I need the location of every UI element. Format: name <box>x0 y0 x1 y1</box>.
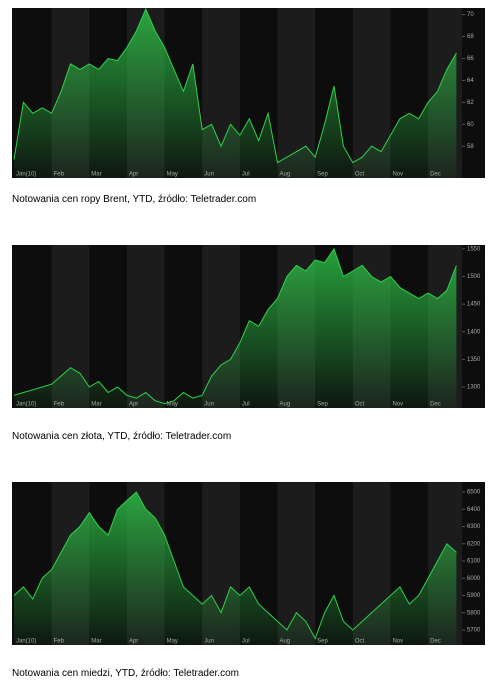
y-tick-label: 1450 <box>467 302 481 308</box>
area <box>14 492 457 645</box>
caption: Notowania cen miedzi, YTD, źródło: Telet… <box>12 668 239 679</box>
y-tick-label: 1350 <box>467 357 481 363</box>
y-tick-label: 60 <box>467 122 474 128</box>
month-band <box>126 245 165 408</box>
y-tick-label: 58 <box>467 144 474 150</box>
chart: Jan(10)FebMarAprMayJunJulAugSepOctNovDec… <box>12 482 485 645</box>
y-tick-label: 64 <box>467 78 474 84</box>
chart: Jan(10)FebMarAprMayJunJulAugSepOctNovDec… <box>12 8 485 178</box>
y-tick-label: 6300 <box>467 524 481 530</box>
line <box>13 491 457 640</box>
y-tick-label: 6500 <box>467 490 481 496</box>
y-tick-label: 70 <box>467 12 474 18</box>
caption: Notowania cen złota, YTD, źródło: Teletr… <box>12 431 232 442</box>
area <box>14 248 457 408</box>
line <box>13 247 457 405</box>
y-tick-label: 1300 <box>467 385 481 391</box>
y-tick-label: 66 <box>467 56 474 62</box>
y-tick-label: 1550 <box>467 246 481 252</box>
y-tick-label: 1500 <box>467 274 481 280</box>
y-tick-label: 5700 <box>467 628 481 634</box>
y-tick-label: 6200 <box>467 541 481 547</box>
y-tick-label: 5900 <box>467 593 481 599</box>
y-tick-label: 5800 <box>467 610 481 616</box>
y-tick-label: 62 <box>467 100 474 106</box>
caption: Notowania cen ropy Brent, YTD, źródło: T… <box>12 194 257 205</box>
line <box>13 8 457 164</box>
y-tick-label: 1400 <box>467 329 481 335</box>
chart: Jan(10)FebMarAprMayJunJulAugSepOctNovDec… <box>12 245 485 408</box>
y-tick-label: 6400 <box>467 507 481 513</box>
y-tick-label: 6000 <box>467 576 481 582</box>
y-tick-label: 6100 <box>467 559 481 565</box>
y-tick-label: 68 <box>467 34 474 40</box>
